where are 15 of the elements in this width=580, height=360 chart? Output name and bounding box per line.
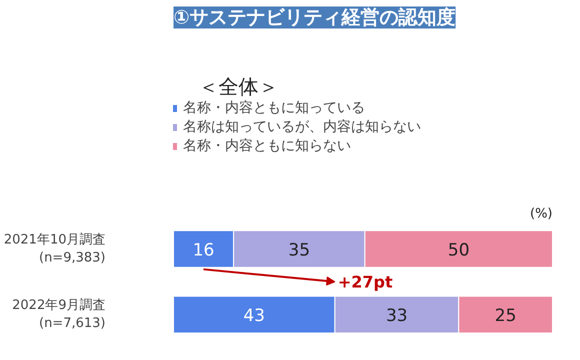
- y-tick-label: 2021年10月調査 (n=9,383): [4, 232, 106, 266]
- annotation: (%): [530, 206, 553, 222]
- chart-subtitle: ＜全体＞: [198, 74, 278, 98]
- legend-label: 名称・内容ともに知らない: [183, 137, 351, 155]
- data-label: 16: [192, 240, 214, 260]
- data-label: 33: [386, 306, 408, 326]
- y-tick-label: 2022年9月調査 (n=7,613): [12, 298, 106, 332]
- data-label: 50: [448, 240, 470, 260]
- annotation: +27pt: [338, 272, 393, 292]
- legend-label: 名称・内容ともに知っている: [183, 99, 365, 117]
- data-label: 43: [243, 306, 266, 326]
- legend-label: 名称は知っているが、内容は知らない: [183, 118, 421, 136]
- chart-title: ①サステナビリティ経営の認知度: [174, 6, 456, 28]
- data-label: 25: [494, 306, 516, 326]
- data-label: 35: [288, 240, 310, 260]
